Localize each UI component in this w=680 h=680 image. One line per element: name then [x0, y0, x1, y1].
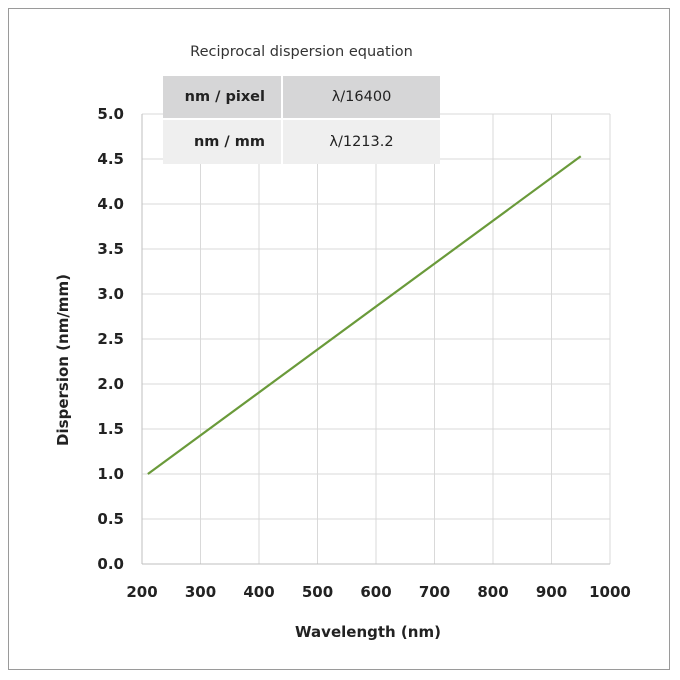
x-tick-label: 300 — [185, 583, 216, 601]
y-tick-label: 3.0 — [97, 285, 124, 303]
x-tick-label: 500 — [302, 583, 333, 601]
equation-row-value: λ/16400 — [282, 76, 440, 119]
gridlines — [142, 114, 610, 564]
y-tick-label: 2.0 — [97, 375, 124, 393]
x-tick-label: 1000 — [589, 583, 631, 601]
y-tick-label: 1.0 — [97, 465, 124, 483]
equation-row: nm / pixel λ/16400 — [163, 76, 440, 119]
y-tick-label: 5.0 — [97, 105, 124, 123]
y-axis-title: Dispersion (nm/mm) — [54, 274, 72, 446]
x-tick-label: 400 — [243, 583, 274, 601]
equation-row-value: λ/1213.2 — [282, 119, 440, 164]
y-tick-label: 4.5 — [97, 150, 124, 168]
equation-row-label: nm / pixel — [163, 76, 282, 119]
equation-row-label: nm / mm — [163, 119, 282, 164]
y-tick-label: 2.5 — [97, 330, 124, 348]
equation-table: nm / pixel λ/16400 nm / mm λ/1213.2 — [163, 76, 440, 164]
y-tick-label: 0.5 — [97, 510, 124, 528]
equation-row: nm / mm λ/1213.2 — [163, 119, 440, 164]
y-tick-label: 3.5 — [97, 240, 124, 258]
x-tick-labels: 200 300 400 500 600 700 800 900 1000 — [126, 583, 631, 601]
y-tick-label: 4.0 — [97, 195, 124, 213]
equation-table-title: Reciprocal dispersion equation — [163, 44, 440, 60]
x-tick-label: 800 — [477, 583, 508, 601]
x-tick-label: 900 — [536, 583, 567, 601]
x-tick-label: 600 — [360, 583, 391, 601]
y-tick-label: 0.0 — [97, 555, 124, 573]
x-tick-label: 700 — [419, 583, 450, 601]
y-tick-labels: 0.0 0.5 1.0 1.5 2.0 2.5 3.0 3.5 4.0 4.5 5.0 — [97, 105, 124, 573]
x-tick-label: 200 — [126, 583, 157, 601]
x-axis-title: Wavelength (nm) — [295, 623, 441, 641]
y-tick-label: 1.5 — [97, 420, 124, 438]
